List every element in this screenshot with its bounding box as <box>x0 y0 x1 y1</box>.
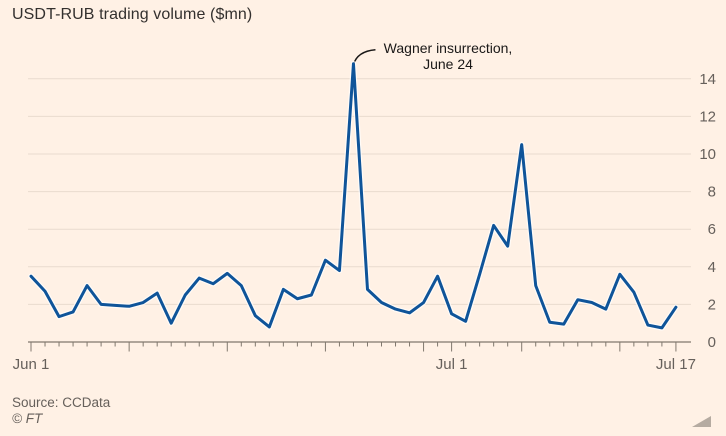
x-axis <box>28 341 691 352</box>
y-axis-tick-labels: 0 2 4 6 8 10 12 14 <box>699 71 716 351</box>
y-tick-label: 8 <box>708 184 716 201</box>
y-tick-label: 10 <box>699 146 716 163</box>
source-label: Source: CCData <box>12 395 111 410</box>
x-tick-label: Jul 1 <box>436 356 468 373</box>
chart-title: USDT-RUB trading volume ($mn) <box>12 6 253 23</box>
data-line <box>29 62 678 330</box>
resize-corner-icon <box>692 416 711 427</box>
x-tick-label: Jun 1 <box>13 356 50 373</box>
x-tick-label: Jul 17 <box>656 356 696 373</box>
y-tick-label: 4 <box>708 259 716 276</box>
data-line-casing <box>28 61 679 331</box>
annotation-line2: June 24 <box>423 56 473 72</box>
y-tick-label: 6 <box>708 221 716 238</box>
annotation-line1: Wagner insurrection, <box>383 40 513 56</box>
y-tick-label: 14 <box>699 71 716 88</box>
y-tick-label: 0 <box>708 334 716 351</box>
ft-copyright: © FT <box>12 411 43 426</box>
y-tick-label: 12 <box>699 108 716 125</box>
y-tick-label: 2 <box>708 296 716 313</box>
annotation: Wagner insurrection, June 24 <box>358 40 538 72</box>
x-axis-tick-labels: Jun 1 Jul 1 Jul 17 <box>13 356 696 373</box>
